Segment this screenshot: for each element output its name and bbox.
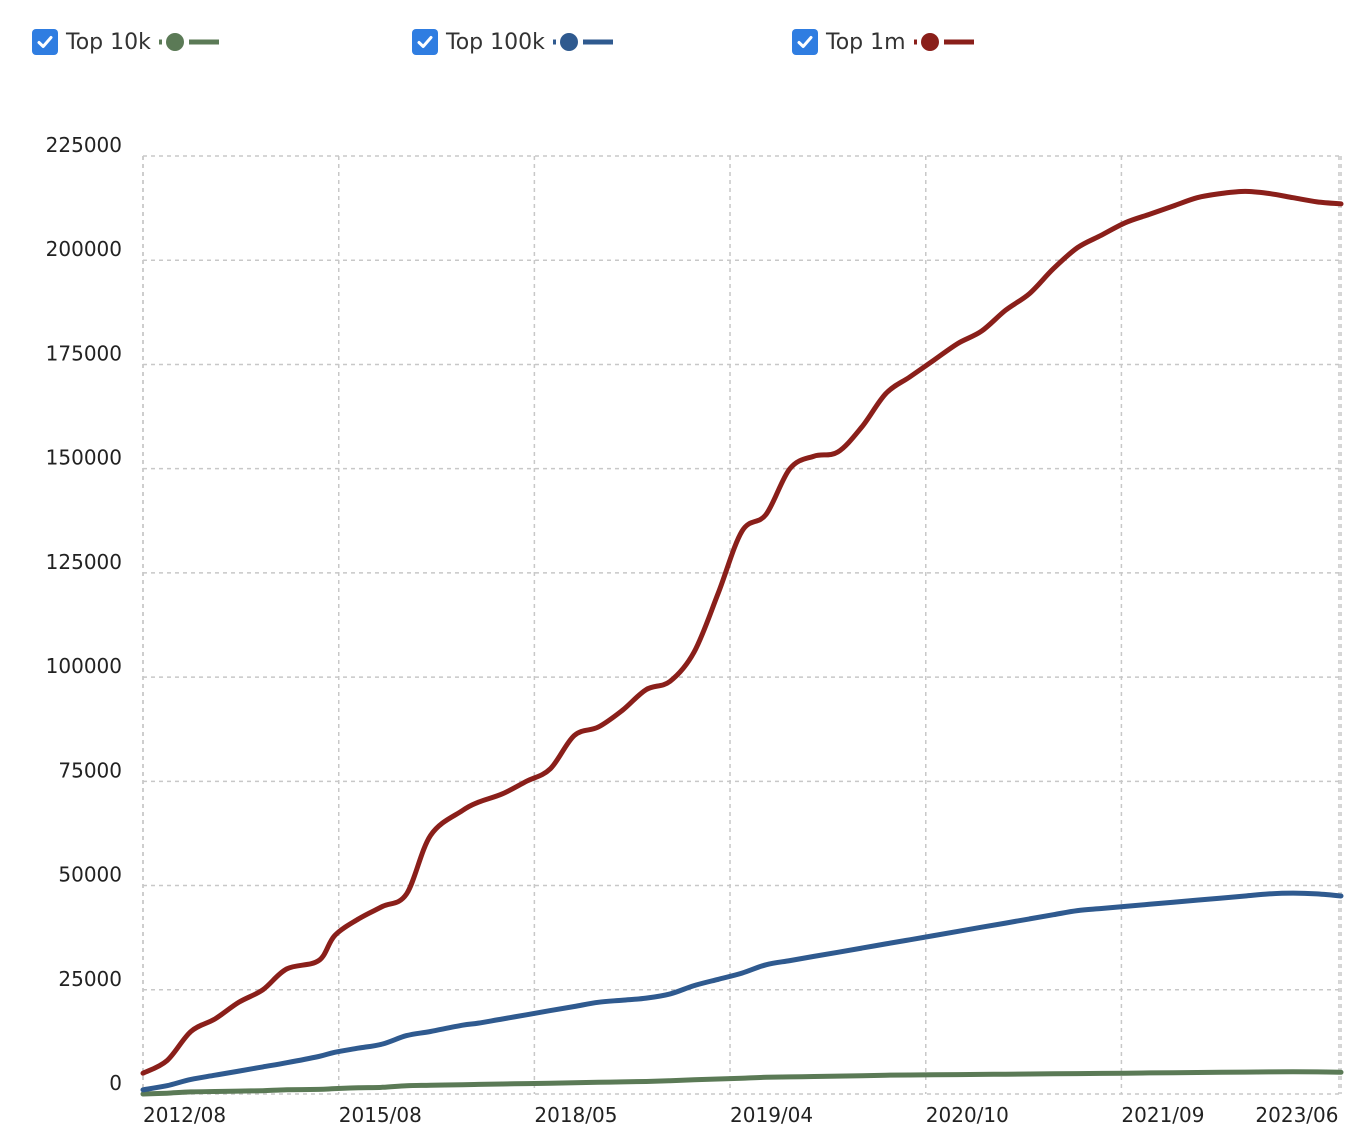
x-axis-labels: 2012/08 2015/08 2018/05 2019/04 2020/10 2021/… — [143, 1103, 1339, 1127]
check-icon — [37, 36, 53, 48]
legend-checkbox-top-100k[interactable] — [412, 29, 438, 55]
legend-item-top-1m[interactable]: Top 1m — [792, 22, 978, 62]
legend-label-top-100k: Top 100k — [446, 29, 545, 55]
y-tick-label: 200000 — [46, 237, 122, 261]
x-tick-label: 2020/10 — [926, 1103, 1009, 1127]
legend-swatch-top-100k — [552, 33, 613, 51]
y-tick-label: 50000 — [58, 863, 122, 887]
legend: Top 10k Top 100k Top 1m — [0, 22, 1364, 62]
x-tick-label: 2021/09 — [1121, 1103, 1204, 1127]
check-icon — [417, 36, 433, 48]
y-tick-label: 100000 — [46, 654, 122, 678]
y-tick-label: 75000 — [58, 758, 122, 782]
series-line-top-10k — [140, 1069, 1344, 1097]
x-tick-label: 2018/05 — [534, 1103, 617, 1127]
series-line-top-1m — [140, 188, 1344, 1076]
legend-swatch-top-10k — [158, 33, 219, 51]
legend-label-top-1m: Top 1m — [826, 29, 906, 55]
x-tick-label: 2015/08 — [339, 1103, 422, 1127]
legend-checkbox-top-1m[interactable] — [792, 29, 818, 55]
legend-item-top-10k[interactable]: Top 10k — [32, 22, 223, 62]
legend-swatch-top-1m — [913, 33, 974, 51]
y-axis-labels: 0 25000 50000 75000 100000 125000 150000 175000… — [46, 133, 122, 1095]
x-tick-label: 2019/04 — [730, 1103, 813, 1127]
y-tick-label: 225000 — [46, 133, 122, 157]
legend-checkbox-top-10k[interactable] — [32, 29, 58, 55]
x-tick-label: 2023/06 — [1255, 1103, 1338, 1127]
y-tick-label: 175000 — [46, 341, 122, 365]
legend-label-top-10k: Top 10k — [66, 29, 151, 55]
check-icon — [797, 36, 813, 48]
x-tick-label: 2012/08 — [143, 1103, 226, 1127]
chart-series — [140, 188, 1344, 1097]
y-tick-label: 0 — [109, 1071, 122, 1095]
y-tick-label: 150000 — [46, 446, 122, 470]
series-line-top-100k — [140, 890, 1344, 1093]
y-tick-label: 125000 — [46, 550, 122, 574]
y-tick-label: 25000 — [58, 967, 122, 991]
legend-item-top-100k[interactable]: Top 100k — [412, 22, 617, 62]
